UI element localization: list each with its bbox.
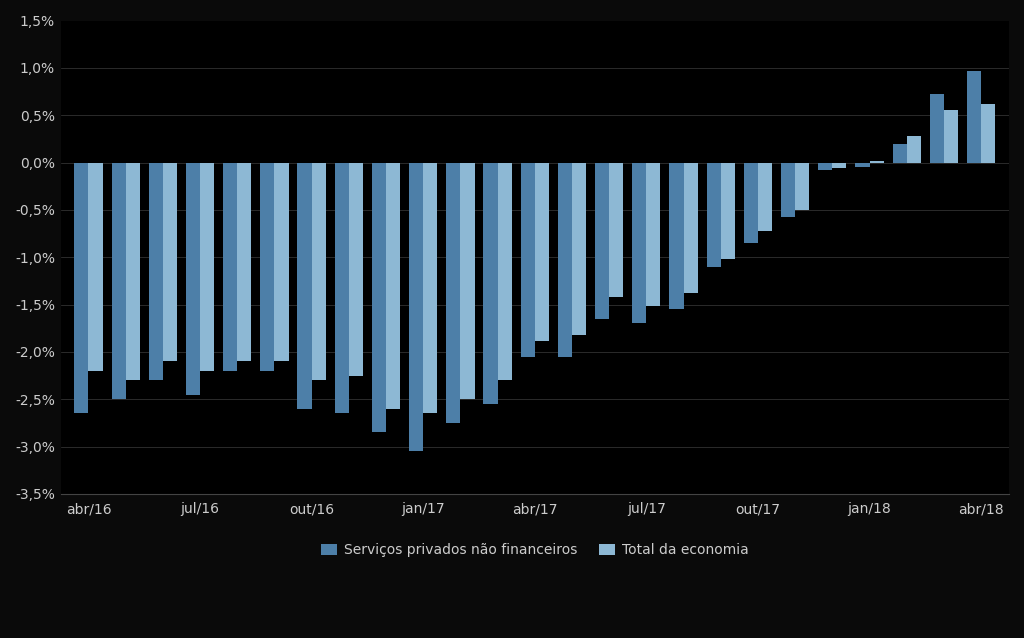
Bar (743, 163, 758, 243)
Bar (274, 163, 289, 361)
Bar (335, 163, 349, 413)
Bar (461, 163, 474, 399)
Bar (707, 163, 721, 267)
Bar (855, 163, 869, 167)
Bar (893, 144, 906, 163)
Bar (75, 163, 88, 413)
Bar (869, 161, 884, 163)
Bar (409, 163, 423, 451)
Bar (498, 163, 512, 380)
Bar (944, 110, 958, 163)
Bar (260, 163, 274, 371)
Bar (88, 163, 102, 371)
Bar (483, 163, 498, 404)
Bar (795, 163, 809, 210)
Bar (632, 163, 646, 323)
Bar (186, 163, 200, 394)
Bar (298, 163, 311, 409)
Bar (372, 163, 386, 433)
Bar (126, 163, 140, 380)
Bar (930, 94, 944, 163)
Bar (981, 104, 995, 163)
Bar (721, 163, 735, 259)
Bar (558, 163, 572, 357)
Bar (349, 163, 362, 376)
Bar (223, 163, 238, 371)
Bar (758, 163, 772, 231)
Bar (684, 163, 697, 293)
Bar (386, 163, 400, 409)
Bar (423, 163, 437, 413)
Bar (238, 163, 251, 361)
Bar (595, 163, 609, 319)
Bar (163, 163, 177, 361)
Bar (781, 163, 795, 218)
Bar (967, 71, 981, 163)
Bar (646, 163, 660, 306)
Bar (311, 163, 326, 380)
Bar (609, 163, 624, 297)
Bar (818, 163, 833, 170)
Bar (572, 163, 586, 335)
Bar (906, 136, 921, 163)
Bar (148, 163, 163, 380)
Bar (833, 163, 847, 168)
Bar (446, 163, 461, 423)
Bar (112, 163, 126, 399)
Legend: Serviços privados não financeiros, Total da economia: Serviços privados não financeiros, Total… (315, 538, 755, 563)
Bar (520, 163, 535, 357)
Bar (535, 163, 549, 341)
Bar (200, 163, 214, 371)
Bar (670, 163, 684, 309)
